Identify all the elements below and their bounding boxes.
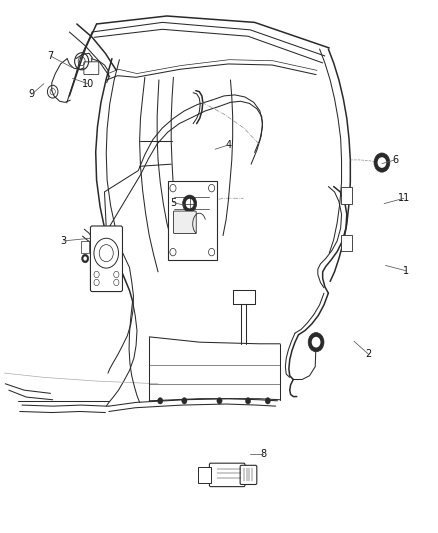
Text: 11: 11	[397, 193, 409, 203]
Circle shape	[181, 398, 187, 404]
Circle shape	[185, 199, 193, 208]
Circle shape	[182, 195, 196, 212]
Circle shape	[377, 157, 385, 168]
Text: 7: 7	[47, 51, 53, 61]
FancyBboxPatch shape	[340, 187, 351, 204]
Text: 2: 2	[365, 350, 371, 359]
Text: 8: 8	[260, 449, 266, 459]
Circle shape	[311, 337, 320, 348]
FancyBboxPatch shape	[340, 235, 351, 251]
Text: 5: 5	[170, 198, 176, 207]
Circle shape	[81, 254, 88, 263]
Circle shape	[265, 398, 270, 404]
Text: 4: 4	[225, 140, 231, 150]
FancyBboxPatch shape	[240, 465, 256, 484]
FancyBboxPatch shape	[90, 226, 122, 292]
Text: 3: 3	[60, 236, 67, 246]
Circle shape	[216, 398, 222, 404]
FancyBboxPatch shape	[84, 62, 99, 75]
Circle shape	[307, 333, 323, 352]
Text: 10: 10	[81, 79, 94, 88]
Text: 9: 9	[28, 90, 35, 99]
Circle shape	[157, 398, 162, 404]
FancyBboxPatch shape	[167, 181, 216, 260]
Text: 1: 1	[402, 266, 408, 276]
FancyBboxPatch shape	[209, 463, 244, 487]
Circle shape	[83, 256, 87, 261]
Text: 6: 6	[391, 155, 397, 165]
FancyBboxPatch shape	[173, 211, 196, 233]
Circle shape	[245, 398, 250, 404]
Circle shape	[373, 153, 389, 172]
FancyBboxPatch shape	[197, 467, 210, 483]
FancyBboxPatch shape	[81, 241, 89, 253]
